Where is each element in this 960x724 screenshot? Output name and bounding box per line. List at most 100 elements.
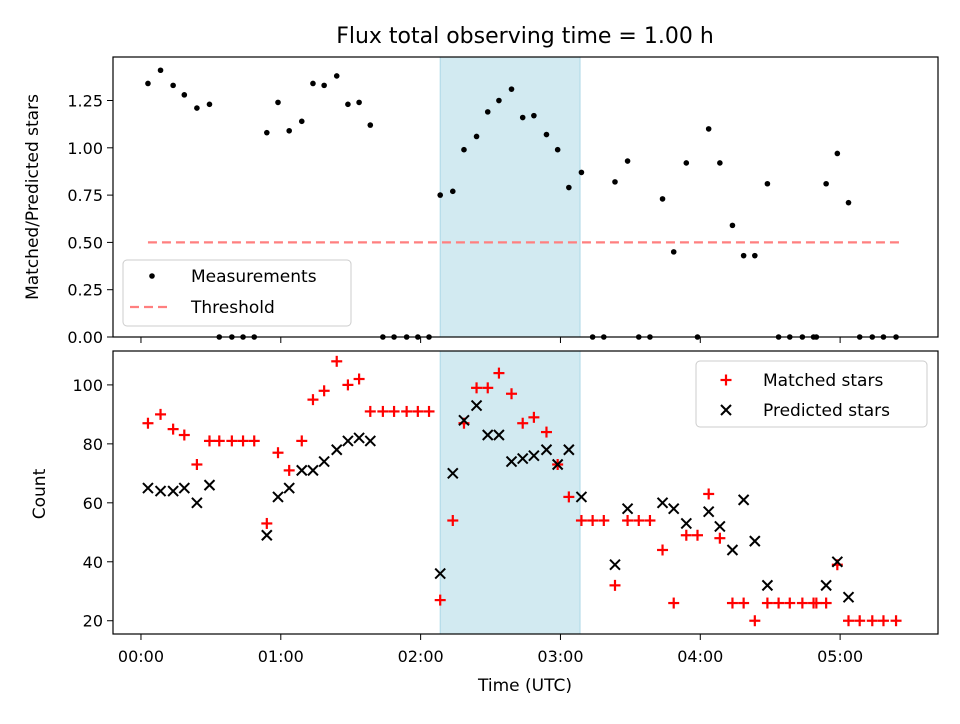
- legend: Matched stars Predicted stars: [695, 360, 928, 428]
- predicted-stars-marker-b: [458, 414, 470, 426]
- measurement-point: [194, 105, 200, 111]
- measurement-point: [764, 180, 771, 187]
- predicted-stars-marker-b: [203, 479, 216, 491]
- measurement-point: [333, 73, 340, 79]
- predicted-stars-marker-b: [353, 432, 365, 444]
- measurement-point: [461, 146, 467, 153]
- measurement-point: [659, 196, 666, 202]
- y-tick-label: 0.25: [67, 281, 103, 300]
- measurement-point: [496, 97, 502, 104]
- predicted-stars-marker-b: [540, 444, 553, 456]
- predicted-stars-marker-b: [154, 485, 167, 497]
- measurement-point: [717, 160, 723, 166]
- predicted-stars-marker-b: [261, 529, 273, 541]
- x-tick-label: 01:00: [258, 647, 304, 666]
- predicted-stars-marker-b: [505, 455, 518, 468]
- y-tick-label: 40: [83, 553, 103, 572]
- measurement-point: [543, 131, 550, 138]
- measurement-point: [740, 252, 747, 259]
- x-tick-label: 04:00: [677, 647, 723, 666]
- measurement-point: [554, 146, 561, 153]
- predicted-stars-marker-b: [296, 464, 308, 477]
- predicted-stars-marker-b: [516, 452, 529, 465]
- x-tick-label: 00:00: [118, 647, 164, 666]
- x-tick-label: 03:00: [537, 647, 583, 666]
- predicted-stars-marker-b: [342, 435, 354, 447]
- y-tick-label: 20: [83, 612, 103, 631]
- measurement-point: [157, 67, 164, 74]
- predicted-stars-marker-b: [167, 485, 179, 497]
- legend-predicted-label: Predicted stars: [763, 401, 890, 421]
- x-axis-label: Time (UTC): [477, 676, 572, 696]
- y-tick-label: 0.75: [67, 186, 103, 205]
- predicted-stars-marker-b: [364, 435, 376, 447]
- measurement-point: [449, 188, 456, 195]
- predicted-stars-marker-b: [714, 520, 726, 533]
- observing-window-span: [439, 350, 581, 635]
- predicted-stars-marker-b: [842, 591, 855, 603]
- predicted-stars-marker-b: [831, 556, 844, 568]
- measurement-point: [705, 126, 712, 132]
- predicted-stars-marker-b: [720, 404, 732, 416]
- predicted-stars-marker-b: [702, 505, 715, 518]
- measurement-point: [170, 82, 176, 89]
- count-panel: 20 40 60 80 100 00:00 01:00 02:00 03:00 04:00 05:0…: [72, 350, 939, 666]
- predicted-stars-marker-b: [563, 444, 575, 456]
- chart-title: Flux total observing time = 1.00 h: [336, 24, 714, 49]
- predicted-stars-marker-b: [470, 399, 483, 412]
- legend-frame: [695, 360, 928, 428]
- measurement-point: [298, 118, 305, 125]
- predicted-stars-marker-b: [680, 517, 693, 530]
- predicted-stars-marker-b: [726, 544, 739, 556]
- measurement-point: [566, 184, 572, 191]
- predicted-stars-marker-b: [283, 482, 295, 494]
- predicted-stars-marker-b: [656, 497, 669, 509]
- y-tick-label: 100: [72, 376, 103, 395]
- predicted-stars-marker-b: [551, 458, 564, 471]
- measurement-point: [670, 249, 677, 255]
- measurement-point: [367, 122, 374, 128]
- measurement-point: [286, 127, 292, 134]
- y-tick-label: 1.25: [67, 92, 103, 111]
- measurement-point: [508, 86, 515, 92]
- measurement-point: [612, 179, 618, 185]
- predicted-stars-marker-b: [668, 503, 680, 515]
- legend-matched-label: Matched stars: [763, 371, 883, 391]
- predicted-stars-marker-b: [307, 464, 319, 477]
- y-tick-label: 80: [83, 435, 103, 454]
- y-tick-label: 0.50: [67, 233, 103, 252]
- measurement-point: [578, 169, 585, 176]
- measurement-point: [845, 199, 852, 206]
- measurement-point: [624, 158, 631, 164]
- predicted-stars-marker-b: [761, 579, 774, 592]
- predicted-stars-marker-b: [142, 482, 154, 494]
- predicted-stars-marker-b: [749, 535, 761, 547]
- y-axis-label-top: Matched/Predicted stars: [23, 94, 43, 300]
- predicted-stars-marker-b: [482, 429, 494, 441]
- measurement-point: [356, 99, 362, 106]
- measurement-point: [145, 80, 151, 87]
- measurement-point: [345, 101, 351, 108]
- ratio-panel: 0.00 0.25 0.50 0.75 1.00 1.25 Measurements Thre…: [67, 56, 939, 347]
- legend-threshold-label: Threshold: [190, 298, 275, 318]
- measurement-point: [531, 112, 537, 119]
- predicted-stars-marker-b: [528, 449, 540, 462]
- x-tick-label: 02:00: [398, 647, 444, 666]
- predicted-stars-marker-b: [820, 579, 832, 592]
- measurement-point: [484, 109, 491, 115]
- measurement-point: [752, 252, 758, 259]
- predicted-stars-marker-b: [318, 455, 330, 468]
- measurement-point: [321, 82, 327, 89]
- predicted-stars-marker-b: [575, 491, 588, 503]
- legend-frame: [122, 259, 352, 327]
- y-axis-label-bottom: Count: [30, 468, 50, 519]
- predicted-stars-marker-b: [609, 559, 621, 571]
- measurement-point: [683, 160, 690, 166]
- measurement-point: [729, 222, 736, 229]
- legend: Measurements Threshold: [122, 259, 352, 327]
- measurement-point: [181, 92, 188, 98]
- x-tick-label: 05:00: [817, 647, 863, 666]
- measurement-point: [823, 180, 829, 187]
- y-tick-label: 60: [83, 494, 103, 513]
